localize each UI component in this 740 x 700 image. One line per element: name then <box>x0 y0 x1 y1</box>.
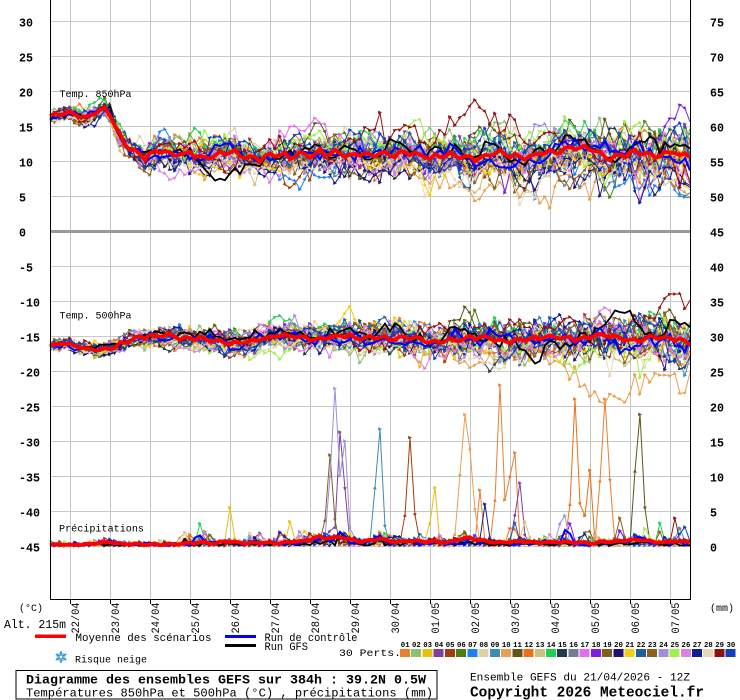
svg-text:15: 15 <box>710 437 724 451</box>
svg-text:25: 25 <box>670 642 679 650</box>
svg-text:07/05: 07/05 <box>671 603 683 634</box>
svg-text:-40: -40 <box>19 507 40 521</box>
svg-text:25: 25 <box>710 367 724 381</box>
svg-text:22: 22 <box>637 642 646 650</box>
svg-text:21: 21 <box>625 642 634 650</box>
svg-text:40: 40 <box>710 262 724 276</box>
svg-text:12: 12 <box>524 642 533 650</box>
svg-text:05/05: 05/05 <box>591 603 603 634</box>
svg-text:22/04: 22/04 <box>71 603 83 634</box>
svg-text:35: 35 <box>710 297 724 311</box>
svg-text:Temp. 500hPa: Temp. 500hPa <box>60 311 132 323</box>
svg-text:27: 27 <box>693 642 702 650</box>
svg-text:15: 15 <box>19 122 33 136</box>
svg-text:-25: -25 <box>19 402 40 416</box>
svg-text:03/05: 03/05 <box>511 603 523 634</box>
svg-text:(mm): (mm) <box>710 603 734 615</box>
svg-text:70: 70 <box>710 52 724 66</box>
svg-text:-20: -20 <box>19 367 40 381</box>
svg-text:-30: -30 <box>19 437 40 451</box>
svg-text:24/04: 24/04 <box>151 603 163 634</box>
svg-text:Moyenne des scénarios: Moyenne des scénarios <box>76 633 212 645</box>
svg-text:30: 30 <box>710 332 724 346</box>
svg-text:20: 20 <box>710 402 724 416</box>
svg-text:24: 24 <box>659 642 668 650</box>
svg-text:(°C): (°C) <box>19 603 43 615</box>
svg-text:18: 18 <box>592 642 601 650</box>
svg-text:Précipitations: Précipitations <box>59 524 144 536</box>
svg-text:04: 04 <box>434 642 443 650</box>
svg-text:Temp. 850hPa: Temp. 850hPa <box>60 89 132 101</box>
svg-text:06: 06 <box>457 642 466 650</box>
svg-text:50: 50 <box>710 192 724 206</box>
svg-text:29/04: 29/04 <box>351 603 363 634</box>
svg-text:28: 28 <box>704 642 713 650</box>
svg-text:06/05: 06/05 <box>631 603 643 634</box>
svg-text:28/04: 28/04 <box>311 603 323 634</box>
svg-text:75: 75 <box>710 17 724 31</box>
svg-text:07: 07 <box>468 642 477 650</box>
svg-text:04/05: 04/05 <box>551 603 563 634</box>
svg-text:30/04: 30/04 <box>391 603 403 634</box>
svg-text:0: 0 <box>710 542 717 556</box>
svg-text:Run GFS: Run GFS <box>265 642 309 654</box>
svg-text:45: 45 <box>710 227 724 241</box>
svg-text:14: 14 <box>547 642 556 650</box>
svg-text:55: 55 <box>710 157 724 171</box>
svg-text:08: 08 <box>479 642 488 650</box>
svg-text:-5: -5 <box>19 262 33 276</box>
svg-text:Ensemble GEFS du 21/04/2026 -: Ensemble GEFS du 21/04/2026 - 12Z <box>470 673 690 685</box>
svg-text:Alt. 215m: Alt. 215m <box>4 619 66 632</box>
svg-text:13: 13 <box>536 642 545 650</box>
svg-text:Run de contrôle: Run de contrôle <box>265 633 358 645</box>
svg-text:65: 65 <box>710 87 724 101</box>
svg-text:10: 10 <box>710 472 724 486</box>
svg-text:27/04: 27/04 <box>271 603 283 634</box>
svg-text:09: 09 <box>491 642 500 650</box>
svg-text:05: 05 <box>446 642 455 650</box>
svg-text:20: 20 <box>19 87 33 101</box>
svg-text:26: 26 <box>682 642 691 650</box>
svg-text:26/04: 26/04 <box>231 603 243 634</box>
svg-text:-35: -35 <box>19 472 40 486</box>
svg-text:02/05: 02/05 <box>471 603 483 634</box>
svg-text:16: 16 <box>569 642 578 650</box>
svg-text:-10: -10 <box>19 297 40 311</box>
svg-text:10: 10 <box>502 642 511 650</box>
svg-text:Risque neige: Risque neige <box>75 655 147 667</box>
svg-text:23/04: 23/04 <box>111 603 123 634</box>
svg-text:29: 29 <box>715 642 724 650</box>
svg-text:01: 01 <box>401 642 410 650</box>
svg-text:02: 02 <box>412 642 421 650</box>
svg-text:-45: -45 <box>19 542 40 556</box>
svg-text:30 Perts.: 30 Perts. <box>339 649 401 660</box>
svg-text:Copyright 2026 Meteociel.fr: Copyright 2026 Meteociel.fr <box>470 686 704 700</box>
svg-text:23: 23 <box>648 642 657 650</box>
svg-text:-15: -15 <box>19 332 40 346</box>
svg-text:03: 03 <box>423 642 432 650</box>
svg-text:20: 20 <box>614 642 623 650</box>
svg-text:25/04: 25/04 <box>191 603 203 634</box>
svg-text:25: 25 <box>19 52 33 66</box>
svg-text:5: 5 <box>19 192 26 206</box>
svg-text:01/05: 01/05 <box>431 603 443 634</box>
svg-text:Diagramme des ensembles GEFS s: Diagramme des ensembles GEFS sur 384h : … <box>26 673 426 688</box>
svg-text:19: 19 <box>603 642 612 650</box>
svg-text:10: 10 <box>19 157 33 171</box>
svg-text:17: 17 <box>580 642 589 650</box>
svg-text:5: 5 <box>710 507 717 521</box>
svg-text:60: 60 <box>710 122 724 136</box>
svg-text:30: 30 <box>726 642 735 650</box>
svg-text:30: 30 <box>19 17 33 31</box>
svg-text:11: 11 <box>513 642 522 650</box>
svg-text:15: 15 <box>558 642 567 650</box>
svg-text:0: 0 <box>19 227 26 241</box>
svg-text:Températures 850hPa et 500hPa: Températures 850hPa et 500hPa (°C) , pré… <box>26 687 433 700</box>
